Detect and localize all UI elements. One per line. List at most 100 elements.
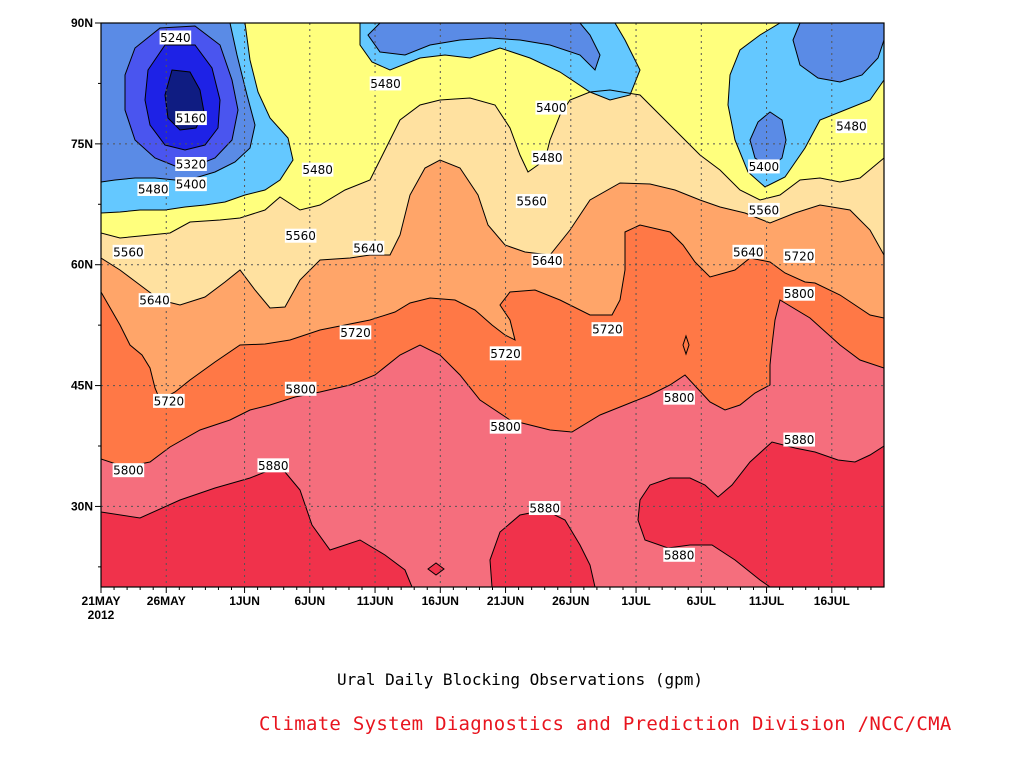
fill-5320-5400-b [368,23,600,70]
grid-lines [101,23,884,587]
contour-label: 5240 [159,30,192,45]
contour-label-bg [489,419,522,434]
fill-5320-5400-d [793,23,884,82]
contour-label-text: 5560 [516,195,547,209]
contour-label-bg [515,194,548,209]
contour-label-text: 5720 [592,323,623,337]
contour-label-bg [138,293,171,308]
contour-label: 5880 [783,432,815,447]
contour-label: 5560 [112,244,145,259]
contour-5400 [101,23,256,183]
credit-text: Climate System Diagnostics and Predictio… [259,713,952,735]
contour-label-text: 5560 [113,245,144,259]
x-tick-label: 6JUN [294,594,325,608]
x-tick-label: 16JUL [814,594,850,608]
contour-label-text: 5800 [285,382,316,396]
contour-label-text: 5480 [370,77,401,91]
x-axis-labels: 21MAY 26MAY 1JUN 6JUN 11JUN 16JUN 21JUN 26JUN 1J… [82,594,850,608]
contour-5640 [101,159,884,309]
contour-label-bg [369,76,402,91]
x-tick-label: 21JUN [487,594,524,608]
x-tick-label: 11JUN [357,594,394,608]
contour-label-text: 5720 [154,394,185,408]
x-tick-label: 11JUL [749,594,784,608]
fill-above-5880-c [638,442,884,587]
contour-label-text: 5800 [113,464,144,478]
contour-label-text: 5640 [139,294,170,308]
contour-label-text: 5880 [664,548,695,562]
contour-5240 [144,44,221,151]
contour-label-bg [531,150,564,165]
chart-title: Ural Daily Blocking Observations (gpm) [336,670,704,689]
contour-label: 5480 [531,150,564,165]
contour-label-bg [732,244,765,259]
contour-label: 5480 [301,162,334,177]
contour-label: 5560 [284,228,317,243]
contour-fills [101,23,884,587]
fill-above-5880-b [490,510,595,587]
contour-label-text: 5560 [285,229,316,243]
contour-label-bg [175,157,207,171]
contour-label-bg [284,381,317,396]
contour-label-text: 5720 [784,249,815,263]
contour-label: 5640 [352,240,385,255]
y-tick-label: 45N [71,379,93,393]
contour-label-bg [339,325,372,340]
contour-label: 5880 [257,458,290,473]
contour-labels: 5240 5160 5320 5400 5480 5560 5640 5720 5800 5880… [112,30,868,562]
contour-label-bg [284,228,317,243]
contour-label: 5400 [175,177,207,192]
contour-label: 5640 [732,244,765,259]
contour-label: 5560 [748,202,780,217]
contour-label: 5560 [515,194,548,209]
contour-label-text: 5880 [784,433,815,447]
x-axis-year: 2012 [88,608,115,622]
contour-5880 [101,469,413,587]
contour-label: 5880 [663,547,695,562]
contour-5400-d [792,23,884,83]
contour-5480 [101,23,294,214]
contour-label: 5720 [153,393,185,408]
contour-label-bg [531,253,564,268]
contour-label-bg [159,30,192,45]
contour-label-bg [112,244,145,259]
contour-label: 5800 [663,390,695,405]
fill-5480-5560 [101,23,884,238]
contour-label-bg [663,390,695,405]
contour-label-bg [352,240,385,255]
contour-5400-b [367,23,601,71]
contour-label-text: 5880 [258,459,289,473]
contour-label-bg [535,100,568,115]
contour-label-text: 5400 [749,160,780,174]
contour-label-bg [112,463,145,478]
contour-label: 5400 [535,100,568,115]
contour-label: 5640 [531,253,564,268]
contour-label-bg [153,393,185,408]
contour-label: 5480 [369,76,402,91]
contour-label: 5320 [175,157,207,172]
contour-label-bg [257,458,290,473]
contour-label-text: 5800 [784,287,815,301]
contour-label-text: 5400 [536,101,567,115]
contour-label-bg [783,248,815,263]
fill-5320-5400-c [750,112,786,168]
contour-label-bg [835,119,868,134]
contour-label-bg [783,286,815,301]
contour-label: 5480 [137,181,169,196]
y-tick-label: 90N [71,16,93,30]
contour-label: 5800 [783,286,815,301]
contour-label-bg [489,346,522,361]
x-tick-label: 1JUL [621,594,650,608]
contour-5800-islet [682,334,690,356]
contour-label-text: 5480 [836,120,867,134]
contour-label-bg [175,111,207,126]
contour-label-text: 5640 [353,241,384,255]
contour-label-text: 5480 [302,163,333,177]
contour-label-text: 5640 [733,245,764,259]
contour-label-bg [591,322,624,337]
contour-label-bg [175,177,207,192]
contour-label-bg [301,162,334,177]
contour-label-text: 5800 [664,391,695,405]
x-tick-label: 26MAY [147,594,186,608]
